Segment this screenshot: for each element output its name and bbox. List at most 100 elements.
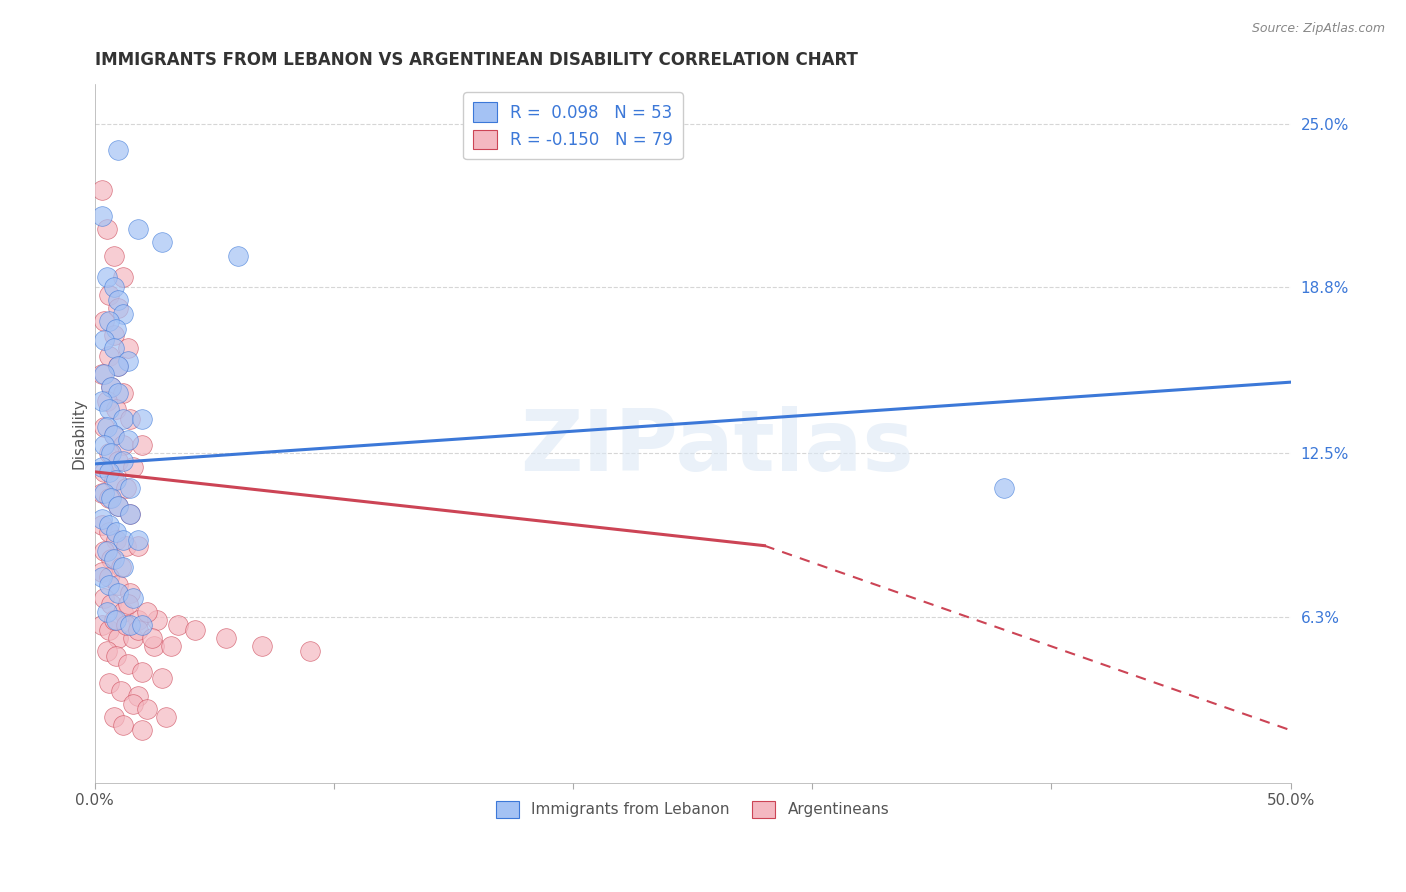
Point bbox=[93, 486, 115, 500]
Point bbox=[97, 525, 120, 540]
Point bbox=[121, 697, 143, 711]
Point bbox=[96, 393, 118, 408]
Point bbox=[103, 710, 125, 724]
Point bbox=[112, 605, 135, 619]
Point bbox=[90, 393, 112, 408]
Y-axis label: Disability: Disability bbox=[72, 398, 86, 469]
Point bbox=[90, 368, 112, 382]
Point bbox=[120, 481, 142, 495]
Point bbox=[107, 293, 129, 308]
Point bbox=[107, 301, 129, 316]
Point bbox=[250, 639, 273, 653]
Point bbox=[90, 570, 112, 584]
Point bbox=[103, 613, 125, 627]
Point bbox=[131, 723, 153, 738]
Point bbox=[127, 613, 149, 627]
Point bbox=[97, 288, 120, 302]
Point bbox=[215, 631, 238, 645]
Point bbox=[100, 446, 122, 460]
Point bbox=[93, 368, 115, 382]
Text: Source: ZipAtlas.com: Source: ZipAtlas.com bbox=[1251, 22, 1385, 36]
Point bbox=[105, 322, 128, 336]
Point bbox=[150, 671, 173, 685]
Point bbox=[103, 280, 125, 294]
Point bbox=[107, 499, 129, 513]
Point bbox=[112, 438, 135, 452]
Point bbox=[112, 718, 135, 732]
Point bbox=[90, 183, 112, 197]
Point bbox=[107, 586, 129, 600]
Point bbox=[100, 380, 122, 394]
Point bbox=[93, 314, 115, 328]
Point bbox=[93, 465, 115, 479]
Point bbox=[117, 597, 139, 611]
Point bbox=[110, 683, 132, 698]
Point bbox=[167, 617, 190, 632]
Point bbox=[93, 420, 115, 434]
Point bbox=[127, 222, 149, 236]
Point bbox=[141, 631, 163, 645]
Point bbox=[117, 341, 139, 355]
Point bbox=[96, 605, 118, 619]
Point bbox=[117, 657, 139, 672]
Point bbox=[103, 428, 125, 442]
Point bbox=[112, 559, 135, 574]
Point bbox=[103, 248, 125, 262]
Point bbox=[100, 491, 122, 506]
Point bbox=[121, 459, 143, 474]
Point bbox=[100, 552, 122, 566]
Point bbox=[136, 605, 159, 619]
Point bbox=[107, 578, 129, 592]
Point bbox=[90, 459, 112, 474]
Point bbox=[96, 420, 118, 434]
Point bbox=[105, 525, 128, 540]
Point bbox=[107, 385, 129, 400]
Point bbox=[107, 359, 129, 374]
Point bbox=[114, 617, 136, 632]
Point bbox=[97, 578, 120, 592]
Point bbox=[97, 401, 120, 416]
Point bbox=[105, 649, 128, 664]
Text: IMMIGRANTS FROM LEBANON VS ARGENTINEAN DISABILITY CORRELATION CHART: IMMIGRANTS FROM LEBANON VS ARGENTINEAN D… bbox=[94, 51, 858, 69]
Point bbox=[131, 412, 153, 426]
Point bbox=[105, 401, 128, 416]
Text: ZIPatlas: ZIPatlas bbox=[520, 406, 914, 489]
Point bbox=[110, 559, 132, 574]
Point bbox=[107, 359, 129, 374]
Point bbox=[103, 341, 125, 355]
Point bbox=[103, 428, 125, 442]
Point bbox=[96, 644, 118, 658]
Point bbox=[150, 235, 173, 250]
Point bbox=[131, 438, 153, 452]
Point bbox=[298, 644, 321, 658]
Point bbox=[97, 491, 120, 506]
Point bbox=[100, 597, 122, 611]
Point bbox=[112, 454, 135, 468]
Point bbox=[146, 613, 169, 627]
Point bbox=[97, 675, 120, 690]
Point bbox=[120, 412, 142, 426]
Point bbox=[155, 710, 177, 724]
Point bbox=[131, 665, 153, 680]
Point bbox=[184, 623, 207, 637]
Point bbox=[112, 269, 135, 284]
Point bbox=[103, 327, 125, 342]
Point bbox=[143, 639, 166, 653]
Point bbox=[93, 591, 115, 606]
Point bbox=[117, 354, 139, 368]
Point bbox=[90, 209, 112, 223]
Point bbox=[97, 570, 120, 584]
Point bbox=[112, 385, 135, 400]
Point bbox=[120, 507, 142, 521]
Point bbox=[100, 380, 122, 394]
Point bbox=[993, 481, 1015, 495]
Point bbox=[93, 333, 115, 347]
Point bbox=[120, 586, 142, 600]
Point bbox=[97, 465, 120, 479]
Point bbox=[105, 613, 128, 627]
Point bbox=[97, 446, 120, 460]
Point bbox=[103, 552, 125, 566]
Point bbox=[127, 689, 149, 703]
Point bbox=[112, 307, 135, 321]
Legend: Immigrants from Lebanon, Argentineans: Immigrants from Lebanon, Argentineans bbox=[489, 795, 896, 824]
